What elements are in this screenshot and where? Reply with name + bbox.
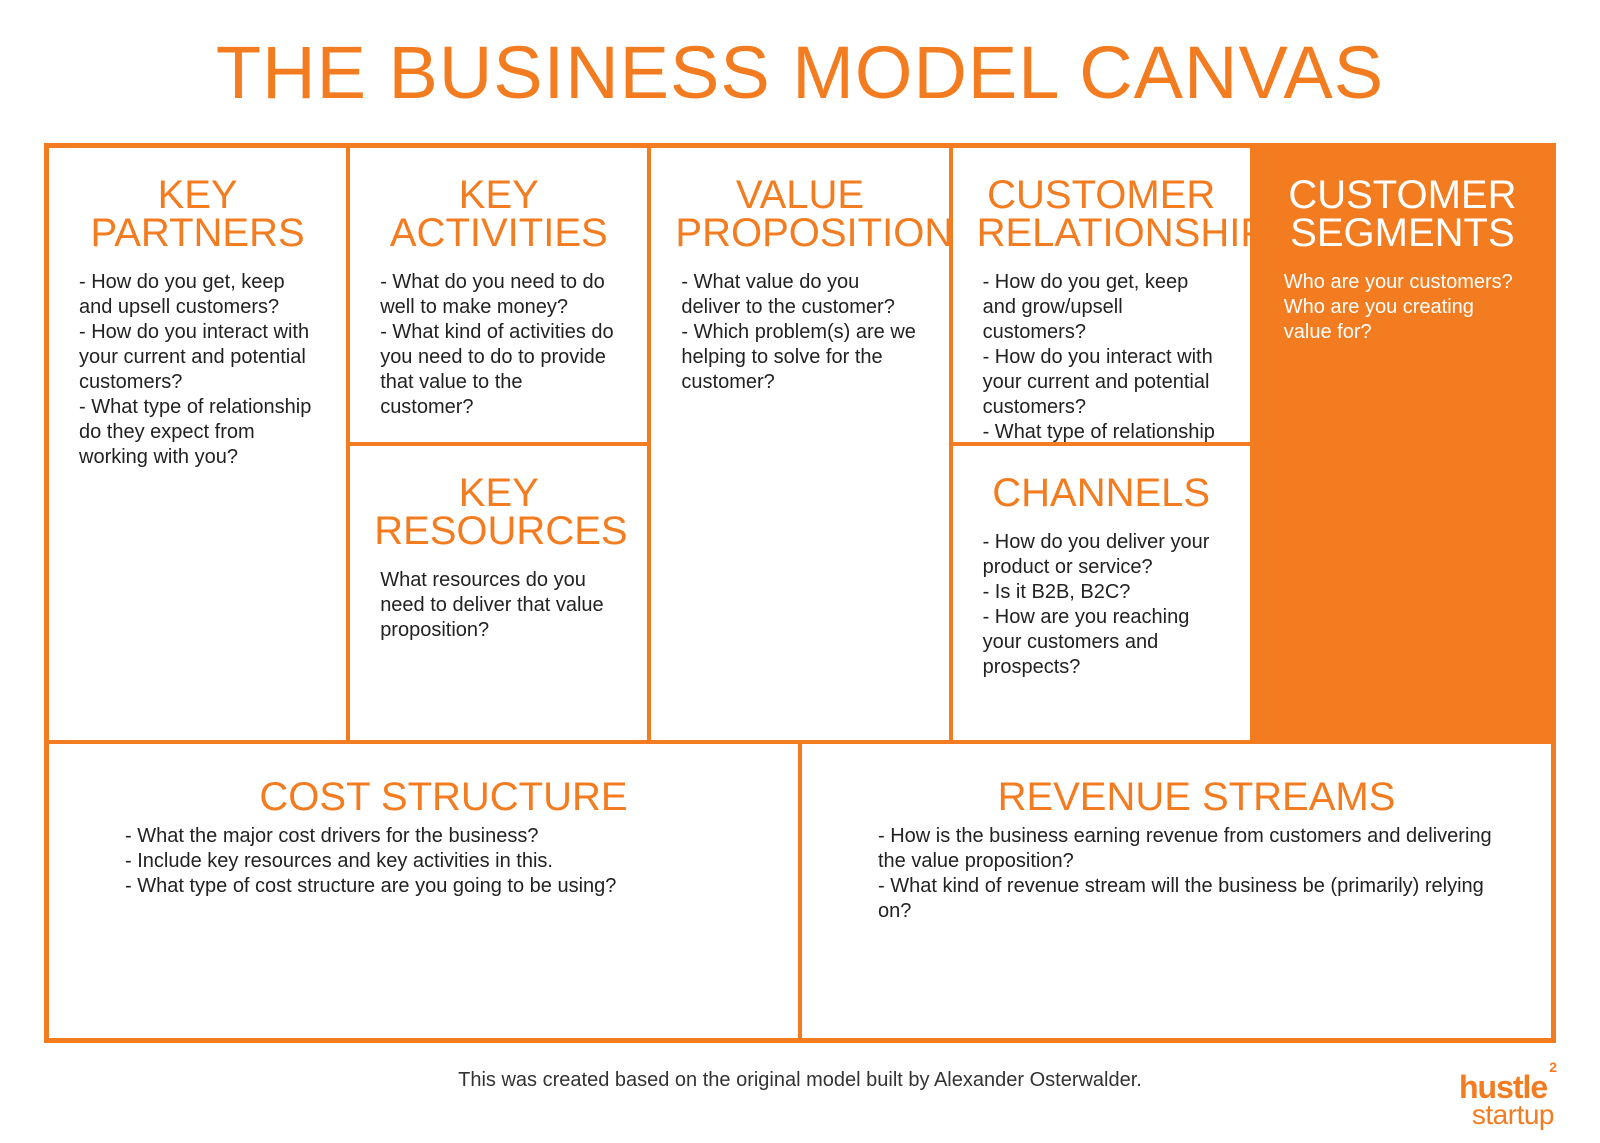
logo-line1: hustle [1459, 1069, 1547, 1105]
bmc-grid: KEY PARTNERS - How do you get, keep and … [44, 143, 1556, 1043]
cell-body: - What do you need to do well to make mo… [374, 270, 623, 420]
cell-heading: VALUE PROPOSITIONS [675, 176, 924, 252]
cell-heading: CHANNELS [977, 474, 1226, 512]
footer-attribution: This was created based on the original m… [44, 1069, 1556, 1092]
cell-value-propositions: VALUE PROPOSITIONS - What value do you d… [649, 146, 950, 742]
cell-body: - How is the business earning revenue fr… [872, 824, 1521, 924]
cell-revenue-streams: REVENUE STREAMS - How is the business ea… [800, 742, 1553, 1040]
cell-body: What resources do you need to deliver th… [374, 568, 623, 643]
cell-heading: KEY RESOURCES [374, 474, 623, 550]
cell-heading: COST STRUCTURE [119, 778, 768, 816]
cell-body: - What the major cost drivers for the bu… [119, 824, 768, 899]
cell-key-partners: KEY PARTNERS - How do you get, keep and … [47, 146, 348, 742]
logo-line2: startup [1459, 1102, 1554, 1127]
brand-logo: hustle2 startup [1459, 1073, 1554, 1127]
cell-channels: CHANNELS - How do you deliver your produ… [951, 444, 1252, 742]
cell-heading: REVENUE STREAMS [872, 778, 1521, 816]
cell-body: - What value do you deliver to the custo… [675, 270, 924, 395]
cell-key-activities: KEY ACTIVITIES - What do you need to do … [348, 146, 649, 444]
page-title: THE BUSINESS MODEL CANVAS [44, 30, 1556, 115]
cell-customer-segments: CUSTOMER SEGMENTS Who are your customers… [1252, 146, 1553, 742]
cell-body: - How do you get, keep and grow/upsell c… [977, 270, 1226, 444]
logo-sup: 2 [1549, 1059, 1556, 1075]
cell-body: - How do you deliver your product or ser… [977, 530, 1226, 680]
cell-cost-structure: COST STRUCTURE - What the major cost dri… [47, 742, 800, 1040]
cell-heading: CUSTOMER RELATIONSHIPS [977, 176, 1226, 252]
cell-heading: KEY PARTNERS [73, 176, 322, 252]
cell-body: Who are your customers? Who are you crea… [1278, 270, 1527, 345]
cell-key-resources: KEY RESOURCES What resources do you need… [348, 444, 649, 742]
cell-body: - How do you get, keep and upsell custom… [73, 270, 322, 470]
cell-heading: KEY ACTIVITIES [374, 176, 623, 252]
cell-customer-relationships: CUSTOMER RELATIONSHIPS - How do you get,… [951, 146, 1252, 444]
cell-heading: CUSTOMER SEGMENTS [1278, 176, 1527, 252]
